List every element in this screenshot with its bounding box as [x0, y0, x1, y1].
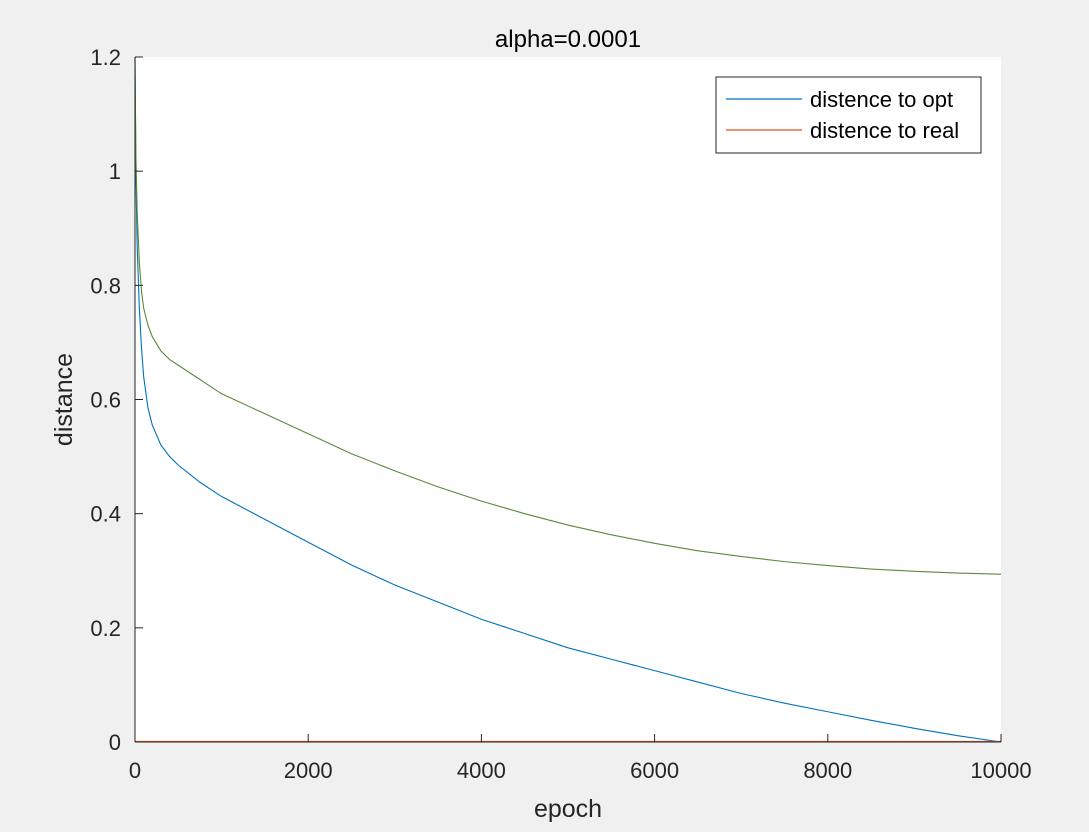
y-axis-title: distance [50, 353, 78, 446]
y-tick-label: 1 [109, 159, 121, 184]
plot-area [135, 57, 1001, 742]
x-axis-title: epoch [534, 795, 602, 823]
series-line-3 [134, 56, 1002, 575]
y-tick-label: 0 [109, 730, 121, 755]
series-line-1 [134, 56, 1002, 743]
x-tick-label: 4000 [457, 758, 506, 783]
y-tick-label: 0.6 [90, 388, 121, 413]
legend-label: distence to real [810, 118, 959, 143]
x-tick-label: 10000 [970, 758, 1031, 783]
y-tick-label: 1.2 [90, 45, 121, 70]
legend-label: distence to opt [810, 87, 953, 112]
y-tick-label: 0.8 [90, 273, 121, 298]
chart-title: alpha=0.0001 [495, 26, 641, 53]
legend-box [715, 76, 982, 154]
y-tick-label: 0.4 [90, 502, 121, 527]
x-tick-label: 2000 [284, 758, 333, 783]
x-tick-label: 6000 [630, 758, 679, 783]
x-tick-label: 0 [129, 758, 141, 783]
y-tick-label: 0.2 [90, 616, 121, 641]
axes-layer: 0 2000 4000 6000 8000 10000 0 0.2 0.4 0.6 0.8 1 1.2 [90, 45, 1031, 783]
legend: distence to opt distence to real [715, 76, 982, 154]
x-tick-label: 8000 [803, 758, 852, 783]
series-layer [134, 56, 1002, 743]
